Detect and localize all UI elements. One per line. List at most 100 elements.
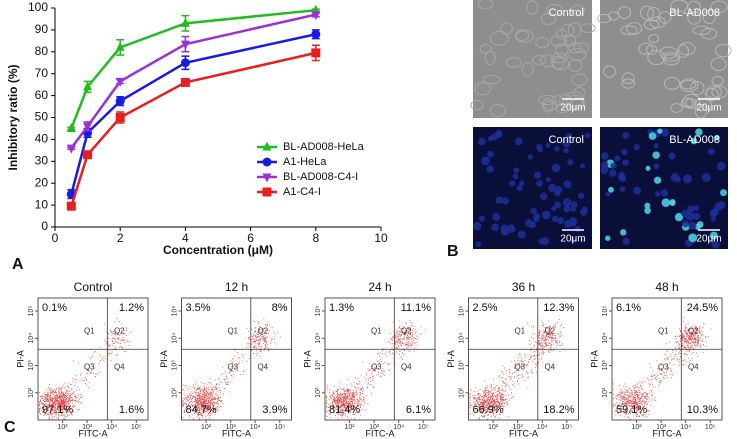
y-tick-label: 40: [35, 132, 49, 146]
nucleus: [716, 161, 726, 171]
event-cloud: [182, 318, 281, 420]
quadrant-percent: 18.2%: [543, 404, 574, 416]
quadrant-percent: 24.5%: [687, 302, 718, 314]
nucleus: [578, 192, 585, 199]
cell: [621, 72, 635, 85]
nucleus: [657, 128, 663, 134]
quadrant-percent: 1.6%: [119, 404, 144, 416]
y-tick-label: 10⁵: [315, 306, 322, 317]
nucleus: [557, 216, 565, 224]
cell: [705, 87, 719, 101]
x-axis-label: FITC-A: [653, 428, 682, 438]
x-tick-label: 10³: [513, 424, 524, 431]
nucleus: [714, 134, 720, 141]
nucleus: [695, 128, 703, 136]
y-tick-label: 10⁴: [602, 333, 609, 344]
x-tick-label: 8: [312, 231, 319, 245]
legend-label: A1-C4-I: [283, 186, 321, 198]
nucleus: [614, 155, 621, 162]
series-line: [70, 8, 316, 129]
data-point: [115, 41, 125, 51]
quadrant-name: Q3: [227, 362, 238, 371]
nucleus: [652, 151, 660, 159]
cell: [603, 65, 616, 78]
nucleus: [492, 213, 501, 222]
nucleus: [514, 137, 523, 146]
cell: [474, 81, 492, 96]
legend-label: BL-AD008-HeLa: [283, 141, 365, 153]
plot-title: 24 h: [368, 280, 391, 294]
nucleus: [645, 165, 651, 171]
nucleus: [570, 220, 576, 227]
cell: [643, 19, 660, 30]
cell: [579, 23, 596, 34]
y-tick-label: 10²: [602, 387, 609, 398]
nucleus: [487, 150, 494, 158]
quadrant-percent: 10.3%: [687, 404, 718, 416]
x-tick-label: 0: [52, 231, 59, 245]
nucleus: [478, 137, 486, 146]
quadrant-percent: 3.5%: [186, 302, 211, 314]
data-point: [311, 48, 321, 58]
image-label: BL-AD008: [669, 7, 720, 19]
data-point: [311, 11, 321, 21]
nucleus: [545, 142, 551, 148]
quadrant-percent: 97.1%: [42, 404, 73, 416]
quadrant-name: Q1: [227, 326, 238, 335]
data-point: [66, 122, 76, 132]
nucleus: [653, 176, 662, 184]
y-axis-label: PI-A: [589, 350, 599, 368]
nucleus: [660, 128, 670, 137]
cell: [568, 42, 582, 54]
y-tick-label: 50: [35, 110, 49, 124]
cell: [570, 4, 585, 16]
plot-frame: [611, 297, 723, 421]
series-line: [70, 33, 317, 195]
cell: [659, 46, 678, 59]
x-axis-label: Concentration (μM): [163, 243, 273, 257]
quadrant-name: Q2: [257, 326, 268, 335]
cell: [711, 76, 724, 86]
data-point: [180, 58, 190, 68]
nucleus: [527, 154, 533, 160]
x-axis-label: FITC-A: [366, 428, 395, 438]
event-cloud: [613, 317, 712, 420]
nucleus: [681, 209, 689, 218]
cell: [542, 98, 554, 113]
nucleus: [509, 180, 516, 187]
quadrant-percent: 81.4%: [329, 404, 360, 416]
cell: [678, 42, 696, 56]
quadrant-name: Q3: [84, 362, 95, 371]
data-point: [66, 201, 76, 211]
y-tick-label: 80: [35, 44, 49, 58]
nucleus: [669, 200, 676, 207]
nucleus: [584, 132, 591, 138]
data-point: [83, 150, 93, 160]
nucleus: [495, 196, 503, 204]
y-tick-label: 10³: [458, 360, 465, 371]
cell: [685, 97, 697, 108]
scale-bar-label: 20μm: [560, 234, 585, 245]
quadrant-name: Q3: [514, 362, 525, 371]
nucleus: [655, 191, 661, 197]
x-tick-label: 10⁵: [561, 424, 572, 431]
legend-label: A1-HeLa: [283, 156, 327, 168]
quadrant-name: Q1: [658, 326, 669, 335]
plot-title: 12 h: [225, 280, 248, 294]
cell: [710, 0, 728, 14]
nucleus: [570, 206, 576, 212]
nucleus: [622, 159, 629, 166]
panel-label: B: [447, 243, 459, 260]
y-tick-label: 10⁵: [602, 306, 609, 317]
scale-bar-label: 20μm: [696, 234, 721, 245]
legend-marker: [262, 173, 272, 183]
x-tick-label: 10⁵: [705, 424, 716, 431]
quadrant-name: Q4: [544, 362, 555, 371]
cell: [535, 36, 549, 49]
cell-texture: [472, 130, 591, 248]
x-tick-label: 10³: [82, 424, 93, 431]
cell: [670, 103, 683, 113]
cell: [490, 104, 506, 118]
nucleus: [653, 163, 660, 170]
